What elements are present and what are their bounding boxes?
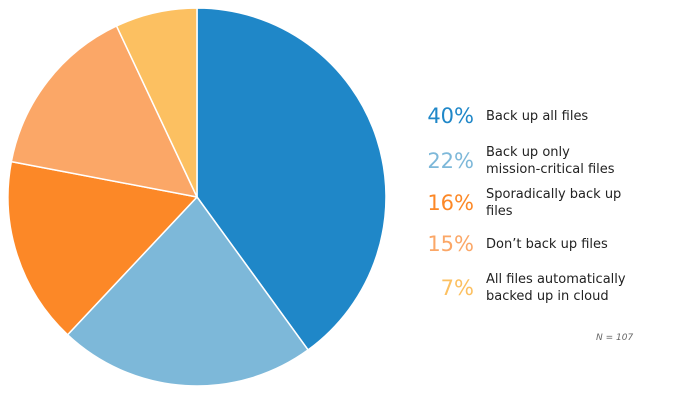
legend-percent: 16% xyxy=(427,191,474,215)
legend-item-sporadic: 16% Sporadically back up files xyxy=(410,183,670,223)
legend-percent: 40% xyxy=(427,104,474,128)
pie-slice-2 xyxy=(66,196,309,387)
legend-percent: 15% xyxy=(427,232,474,256)
pie-slice-1 xyxy=(196,7,387,351)
legend-label: Back up all files xyxy=(486,108,589,124)
legend-percent: 22% xyxy=(427,149,474,173)
legend-label: Sporadically back up files xyxy=(486,187,622,219)
legend-item-cloud: 7% All files automatically backed up in … xyxy=(410,268,670,308)
sample-size-note: N = 107 xyxy=(596,333,634,343)
legend-label: All files automatically backed up in clo… xyxy=(486,272,626,304)
legend-label: Back up only mission-critical files xyxy=(486,145,615,177)
pie-slice-4 xyxy=(10,25,198,198)
pie-chart xyxy=(7,7,387,387)
legend-item-all-files: 40% Back up all files xyxy=(410,96,670,136)
pie-slice-3 xyxy=(7,160,198,336)
pie-slice-5 xyxy=(115,7,198,198)
legend-percent: 7% xyxy=(440,276,474,300)
legend-item-no-backup: 15% Don’t back up files xyxy=(410,224,670,264)
legend-label: Don’t back up files xyxy=(486,236,608,252)
legend-item-mission-critical: 22% Back up only mission-critical files xyxy=(410,141,670,181)
